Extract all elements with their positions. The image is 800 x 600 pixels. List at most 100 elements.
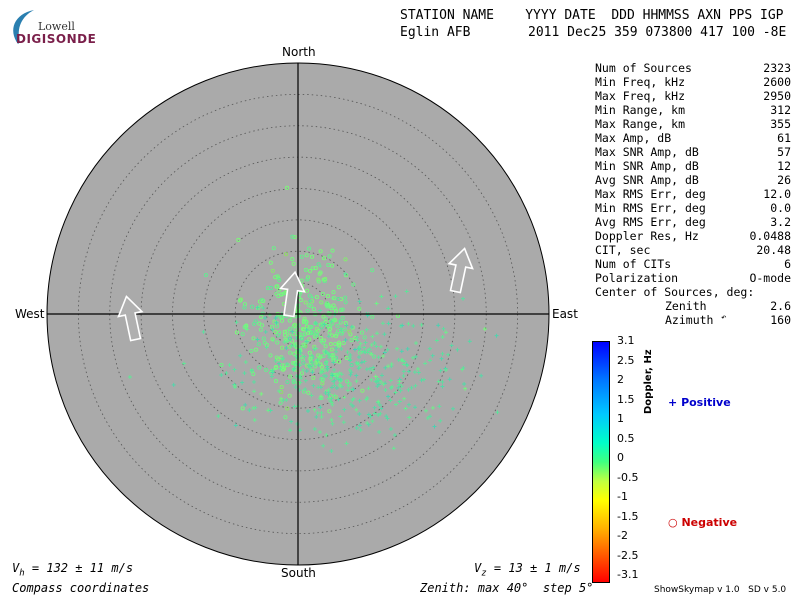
stat-label: Doppler Res, Hz — [595, 229, 699, 243]
source-point-positive — [449, 343, 454, 348]
source-point-negative — [285, 329, 290, 334]
source-point-negative — [370, 314, 375, 319]
source-point-positive — [171, 382, 176, 387]
source-point-positive — [329, 400, 334, 405]
source-point-negative — [299, 278, 304, 283]
source-point-positive — [293, 363, 298, 368]
source-point-positive — [380, 321, 385, 326]
stat-row: Num of Sources 2323 — [595, 61, 791, 75]
source-point-positive — [315, 410, 320, 415]
source-point-positive — [332, 393, 337, 398]
source-point-positive — [441, 326, 446, 331]
doppler-colorbar — [592, 341, 610, 583]
source-point-positive — [440, 379, 445, 384]
source-point-positive — [388, 427, 393, 431]
source-point-positive — [346, 383, 351, 388]
source-point-positive — [424, 408, 428, 413]
source-point-positive — [348, 357, 353, 362]
source-point-positive — [278, 366, 283, 371]
source-point-positive — [319, 394, 323, 399]
source-point-negative — [283, 415, 288, 420]
source-point-positive — [373, 374, 378, 379]
source-point-positive — [330, 296, 335, 301]
stat-row: Doppler Res, Hz 0.0488 — [595, 229, 791, 243]
source-point-negative — [370, 268, 375, 273]
source-point-positive — [252, 379, 256, 384]
source-point-negative — [344, 355, 349, 361]
source-point-negative — [326, 311, 331, 316]
source-point-positive — [284, 346, 289, 351]
source-point-positive — [233, 423, 238, 428]
source-point-positive — [347, 368, 352, 373]
source-point-positive — [405, 346, 410, 351]
north-label: North — [282, 45, 316, 59]
colorbar-tick: 1 — [617, 412, 624, 425]
stat-value: 312 — [770, 103, 791, 117]
source-point-negative — [260, 297, 265, 303]
source-point-negative — [319, 325, 324, 330]
source-point-positive — [314, 414, 319, 419]
source-point-negative — [288, 326, 293, 331]
source-point-positive — [323, 391, 328, 395]
source-point-negative — [264, 367, 269, 372]
source-point-positive — [326, 396, 331, 401]
source-point-positive — [306, 409, 310, 413]
source-point-positive — [339, 346, 344, 351]
source-point-positive — [325, 364, 330, 369]
source-point-negative — [240, 406, 245, 411]
source-point-positive — [349, 402, 353, 407]
source-point-negative — [279, 385, 284, 390]
source-point-positive — [308, 365, 313, 370]
source-point-positive — [324, 433, 329, 438]
arrow-shape — [279, 270, 306, 318]
source-point-negative — [343, 300, 348, 305]
source-point-negative — [253, 319, 258, 324]
source-point-positive — [298, 380, 303, 385]
stat-value: 355 — [770, 117, 791, 131]
source-point-positive — [323, 349, 328, 354]
source-point-positive — [378, 344, 383, 349]
source-point-positive — [242, 371, 247, 376]
source-point-negative — [303, 300, 308, 305]
source-point-positive — [376, 378, 381, 383]
source-point-negative — [357, 350, 362, 355]
stat-label: Num of CITs — [595, 257, 672, 271]
source-point-negative — [276, 357, 281, 362]
source-point-negative — [290, 339, 295, 344]
source-point-positive — [363, 350, 368, 355]
source-point-negative — [330, 333, 335, 338]
source-point-positive — [310, 363, 315, 368]
source-point-negative — [350, 325, 355, 330]
source-point-positive — [326, 392, 331, 397]
source-point-positive — [273, 358, 278, 363]
source-point-negative — [331, 303, 336, 308]
source-point-positive — [316, 363, 321, 368]
source-point-positive — [290, 329, 295, 334]
source-point-positive — [295, 421, 300, 426]
source-point-negative — [273, 329, 278, 335]
source-point-positive — [451, 406, 455, 411]
source-point-positive — [281, 356, 286, 361]
source-point-negative — [285, 406, 290, 411]
source-point-negative — [305, 277, 310, 282]
source-points — [127, 185, 500, 453]
stat-label: Polarization — [595, 271, 679, 285]
source-point-positive — [348, 358, 352, 363]
source-point-negative — [343, 321, 348, 326]
source-point-positive — [412, 370, 417, 375]
source-point-positive — [354, 426, 359, 431]
stat-value: 12.0 — [763, 187, 791, 201]
source-point-negative — [349, 363, 354, 368]
source-point-positive — [289, 343, 294, 348]
source-point-positive — [419, 378, 424, 383]
source-point-negative — [268, 260, 273, 265]
source-point-negative — [308, 268, 313, 274]
source-point-negative — [282, 363, 287, 368]
source-point-negative — [292, 322, 298, 327]
colorbar-tick: -2 — [617, 529, 628, 542]
source-point-positive — [274, 320, 279, 325]
source-point-positive — [389, 362, 394, 367]
source-point-negative — [328, 393, 333, 398]
source-point-positive — [313, 346, 318, 351]
source-point-negative — [323, 319, 328, 325]
